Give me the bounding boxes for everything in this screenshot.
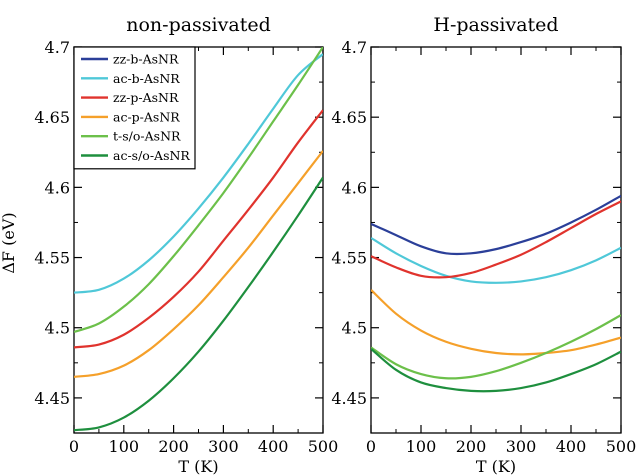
series-line-ac-s-o-asnr: [74, 176, 323, 432]
series-line-ac-p-asnr: [74, 150, 323, 378]
y-tick-label: 4.7: [342, 38, 367, 57]
series-line-zz-p-asnr: [74, 109, 323, 349]
y-tick-label: 4.55: [34, 249, 70, 268]
x-tick-label: 100: [406, 437, 437, 456]
x-tick-label: 300: [208, 437, 239, 456]
series-line-zz-p-asnr: [371, 200, 621, 279]
x-tick-label: 100: [109, 437, 140, 456]
x-tick-label: 200: [456, 437, 487, 456]
series-line-ac-b-asnr: [74, 53, 323, 294]
x-tick-label: 0: [366, 437, 376, 456]
x-tick-label: 200: [158, 437, 189, 456]
x-tick-label: 300: [506, 437, 537, 456]
panel-title: H-passivated: [433, 14, 558, 36]
series-line-zz-b-asnr: [371, 194, 621, 256]
series-line-ac-s-o-asnr: [371, 347, 621, 393]
panel-h-passivated: H-passivated T (K) 0 100 200 300 400 500 4.45 4…: [331, 14, 636, 475]
panel-title: non-passivated: [126, 14, 271, 36]
series-line-ac-b-asnr: [371, 236, 621, 284]
legend-label: ac-b-AsNR: [113, 71, 180, 86]
legend-label: t-s/o-AsNR: [113, 129, 181, 144]
y-tick-label: 4.5: [342, 319, 367, 338]
series-line-t-s-o-asnr: [371, 314, 621, 380]
y-tick-label: 4.7: [45, 38, 70, 57]
y-tick-label: 4.45: [331, 389, 367, 408]
y-axis-label: ΔF (eV): [0, 212, 18, 273]
legend-label: zz-b-AsNR: [113, 52, 179, 67]
x-axis-label: T (K): [178, 457, 218, 475]
y-tick-label: 4.65: [34, 108, 70, 127]
x-tick-label: 0: [69, 437, 79, 456]
legend-box: [73, 46, 196, 170]
legend: zz-b-AsNR ac-b-AsNR zz-p-AsNR ac-p-AsNR t-s/…: [73, 46, 196, 170]
legend-label: zz-p-AsNR: [113, 90, 179, 105]
panel-non-passivated: non-passivated ΔF (eV) T (K) 0 100 200 300 4…: [0, 14, 338, 475]
y-tick-label: 4.55: [331, 249, 367, 268]
y-tick-label: 4.6: [45, 178, 70, 197]
y-tick-label: 4.45: [34, 389, 70, 408]
x-tick-label: 400: [258, 437, 289, 456]
x-axis-label: T (K): [476, 457, 516, 475]
y-tick-label: 4.6: [342, 178, 367, 197]
x-tick-label: 400: [556, 437, 587, 456]
legend-label: ac-s/o-AsNR: [113, 148, 190, 163]
x-tick-label: 500: [308, 437, 339, 456]
y-tick-label: 4.5: [45, 319, 70, 338]
x-tick-label: 500: [606, 437, 637, 456]
legend-label: ac-p-AsNR: [113, 109, 180, 124]
series-line-t-s-o-asnr: [74, 47, 323, 333]
y-tick-label: 4.65: [331, 108, 367, 127]
series-line-ac-p-asnr: [371, 289, 621, 356]
